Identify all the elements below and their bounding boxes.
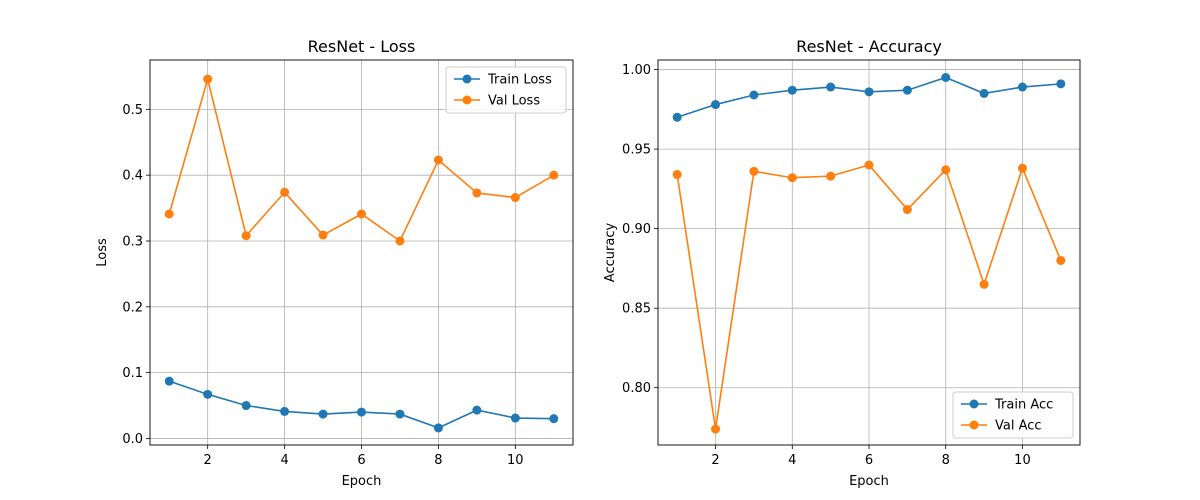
data-point [941,165,951,175]
legend-marker [969,399,979,409]
y-tick-label: 0.2 [122,300,143,315]
data-point [749,90,759,100]
data-point [472,188,482,198]
data-point [749,166,759,176]
data-point [357,407,366,417]
data-point [395,236,405,246]
data-point [241,231,251,241]
y-tick-label: 0.85 [622,302,651,317]
data-point [241,401,251,411]
data-point [203,389,213,399]
data-point [472,405,482,415]
legend-label: Val Acc [995,419,1042,434]
y-axis-label: Loss [95,238,110,267]
y-tick-label: 0.5 [122,103,143,118]
data-point [711,424,721,434]
data-point [1017,82,1027,92]
y-tick-label: 0.0 [122,432,143,447]
axes-frame [657,59,1081,446]
data-point [549,170,559,180]
y-tick-label: 0.1 [122,366,143,381]
data-point [395,409,405,419]
data-point [979,88,989,98]
legend-label: Val Loss [488,94,540,109]
data-point [672,170,682,180]
y-tick-label: 0.80 [622,381,651,396]
data-point [1056,79,1066,89]
y-axis-label: Accuracy [603,223,618,283]
data-point [280,187,290,197]
chart-panel-2: 2 4 6 8 10 0.80 0.85 0.90 0.95 1.00 ResNet - Accur… [603,37,1081,489]
y-tick-label: 0.4 [122,169,143,184]
y-tick-label: 1.00 [622,63,651,78]
data-point [864,160,874,170]
x-axis-label: Epoch [849,474,889,489]
chart-title: ResNet - Loss [308,37,416,56]
legend-marker [462,74,472,84]
legend-marker [462,95,472,105]
data-point [164,376,174,386]
axes-frame [149,59,574,446]
y-tick-label: 0.3 [122,234,143,249]
data-point [672,112,682,122]
x-tick-label: 8 [942,453,950,468]
x-tick-label: 4 [788,453,796,468]
x-tick-label: 10 [1014,453,1031,468]
data-point [902,205,912,215]
data-point [280,406,290,416]
data-point [433,155,443,165]
data-point [549,414,559,424]
data-point [318,409,328,419]
x-tick-label: 6 [357,453,365,468]
data-point [711,100,721,110]
data-point [864,87,874,97]
data-point [164,209,174,219]
data-point [787,85,797,95]
x-tick-label: 10 [507,453,524,468]
x-tick-label: 2 [204,453,212,468]
legend-marker [969,420,979,430]
chart-title: ResNet - Accuracy [796,37,942,56]
data-point [979,279,989,289]
data-point [357,209,366,219]
data-point [826,82,836,92]
chart-panel-1: 2 4 6 8 10 0.0 0.1 0.2 0.3 0.4 0.5 ResNet - Loss Epo… [95,37,574,489]
legend-label: Train Loss [487,73,552,88]
data-point [787,173,797,183]
data-point [902,85,912,95]
x-tick-label: 8 [434,453,442,468]
data-point [1056,255,1066,265]
x-tick-label: 6 [865,453,873,468]
data-point [826,171,836,181]
legend-label: Train Acc [994,398,1053,413]
data-point [941,73,951,82]
y-tick-label: 0.95 [622,143,651,158]
data-point [1017,163,1027,173]
data-point [510,193,520,203]
x-axis-label: Epoch [342,474,382,489]
x-tick-label: 4 [280,453,288,468]
legend: Train Acc Val Acc [952,391,1074,439]
legend: Train Loss Val Loss [445,66,567,114]
data-point [433,423,443,433]
data-point [318,230,328,240]
data-point [510,413,520,423]
x-tick-label: 2 [711,453,719,468]
data-point [203,74,213,84]
y-tick-label: 0.90 [622,222,651,237]
